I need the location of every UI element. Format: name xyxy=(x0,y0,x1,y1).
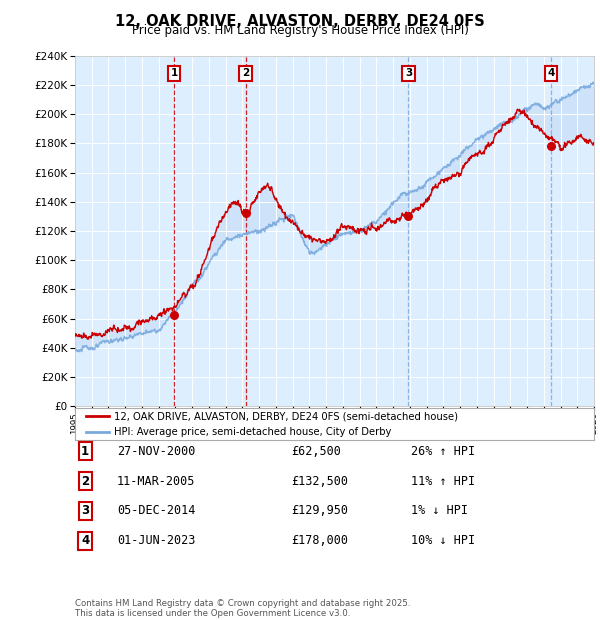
Text: 05-DEC-2014: 05-DEC-2014 xyxy=(117,505,196,517)
Text: £178,000: £178,000 xyxy=(291,534,348,547)
Text: Contains HM Land Registry data © Crown copyright and database right 2025.
This d: Contains HM Land Registry data © Crown c… xyxy=(75,599,410,618)
Text: £129,950: £129,950 xyxy=(291,505,348,517)
Text: 27-NOV-2000: 27-NOV-2000 xyxy=(117,445,196,458)
Text: £62,500: £62,500 xyxy=(291,445,341,458)
Point xyxy=(404,211,413,221)
Text: 4: 4 xyxy=(81,534,89,547)
Text: 01-JUN-2023: 01-JUN-2023 xyxy=(117,534,196,547)
Point xyxy=(241,208,250,218)
Text: HPI: Average price, semi-detached house, City of Derby: HPI: Average price, semi-detached house,… xyxy=(114,427,391,437)
Text: 1: 1 xyxy=(81,445,89,458)
Text: 26% ↑ HPI: 26% ↑ HPI xyxy=(411,445,475,458)
Text: 3: 3 xyxy=(81,505,89,517)
Text: 12, OAK DRIVE, ALVASTON, DERBY, DE24 0FS: 12, OAK DRIVE, ALVASTON, DERBY, DE24 0FS xyxy=(115,14,485,29)
Point xyxy=(546,141,556,151)
Text: 2: 2 xyxy=(242,68,249,78)
Text: Price paid vs. HM Land Registry's House Price Index (HPI): Price paid vs. HM Land Registry's House … xyxy=(131,24,469,37)
Text: £132,500: £132,500 xyxy=(291,475,348,487)
Text: 11-MAR-2005: 11-MAR-2005 xyxy=(117,475,196,487)
Text: 11% ↑ HPI: 11% ↑ HPI xyxy=(411,475,475,487)
Point xyxy=(169,310,179,320)
Text: 10% ↓ HPI: 10% ↓ HPI xyxy=(411,534,475,547)
Text: 3: 3 xyxy=(405,68,412,78)
Text: 12, OAK DRIVE, ALVASTON, DERBY, DE24 0FS (semi-detached house): 12, OAK DRIVE, ALVASTON, DERBY, DE24 0FS… xyxy=(114,411,458,422)
Text: 1: 1 xyxy=(170,68,178,78)
Text: 4: 4 xyxy=(547,68,554,78)
Text: 2: 2 xyxy=(81,475,89,487)
Text: 1% ↓ HPI: 1% ↓ HPI xyxy=(411,505,468,517)
